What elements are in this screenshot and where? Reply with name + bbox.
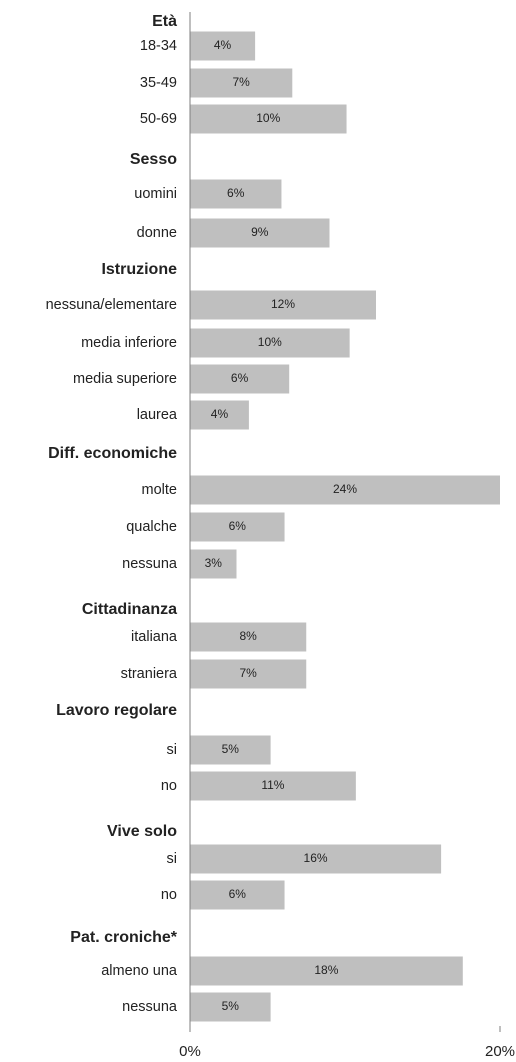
category-label: no bbox=[161, 778, 177, 794]
bar bbox=[190, 400, 249, 430]
category-label: straniera bbox=[121, 666, 178, 682]
category-label: no bbox=[161, 887, 177, 903]
tick-label: 0% bbox=[179, 1043, 201, 1060]
category-label: si bbox=[167, 851, 177, 867]
category-label: uomini bbox=[134, 186, 177, 202]
bar-value-label: 6% bbox=[229, 519, 247, 533]
bar bbox=[190, 364, 290, 394]
category-label: qualche bbox=[126, 519, 177, 535]
bar-value-label: 8% bbox=[239, 629, 257, 643]
bar-value-label: 7% bbox=[239, 666, 257, 680]
group-title: Cittadinanza bbox=[82, 601, 177, 618]
bar-value-label: 4% bbox=[214, 38, 232, 52]
bar-value-label: 24% bbox=[333, 482, 357, 496]
category-label: donne bbox=[137, 225, 177, 241]
category-label: si bbox=[167, 742, 177, 758]
bar bbox=[190, 771, 356, 801]
bar bbox=[190, 290, 376, 320]
bar-value-label: 5% bbox=[222, 742, 240, 756]
bar bbox=[190, 622, 307, 652]
group-title: Pat. croniche* bbox=[70, 929, 177, 946]
bar bbox=[190, 549, 237, 579]
bar bbox=[190, 844, 442, 874]
bar-value-label: 10% bbox=[258, 335, 282, 349]
tick-label: 20% bbox=[485, 1043, 515, 1060]
category-label: italiana bbox=[131, 629, 178, 645]
bar bbox=[190, 179, 282, 209]
category-label: almeno una bbox=[101, 963, 178, 979]
category-label: nessuna bbox=[122, 556, 178, 572]
bar-value-label: 10% bbox=[256, 111, 280, 125]
category-label: laurea bbox=[137, 407, 178, 423]
category-label: 50-69 bbox=[140, 111, 177, 127]
category-label: media superiore bbox=[73, 371, 177, 387]
bar-value-label: 12% bbox=[271, 297, 295, 311]
category-label: nessuna bbox=[122, 999, 178, 1015]
bar-value-label: 18% bbox=[314, 963, 338, 977]
category-label: molte bbox=[142, 482, 177, 498]
group-title: Sesso bbox=[130, 151, 177, 168]
group-title: Età bbox=[152, 13, 177, 30]
category-label: 18-34 bbox=[140, 38, 177, 54]
category-label: nessuna/elementare bbox=[46, 297, 177, 313]
bar-value-label: 6% bbox=[227, 186, 245, 200]
x-axis: 0% 20% bbox=[179, 12, 515, 1060]
bar-value-label: 11% bbox=[261, 778, 284, 792]
chart-rows: Età 18-34 4% 35-49 7% 50-69 10% Sesso uomini 6% do… bbox=[46, 13, 500, 1022]
bar bbox=[190, 328, 350, 358]
bar bbox=[190, 31, 256, 61]
bar-value-label: 3% bbox=[205, 556, 223, 570]
group-title: Istruzione bbox=[101, 261, 177, 278]
bar bbox=[190, 956, 463, 986]
bar-value-label: 4% bbox=[211, 407, 229, 421]
group-title: Lavoro regolare bbox=[56, 702, 177, 719]
category-label: media inferiore bbox=[81, 335, 177, 351]
bar-value-label: 6% bbox=[231, 371, 249, 385]
bar-value-label: 9% bbox=[251, 225, 269, 239]
bar-value-label: 16% bbox=[304, 851, 328, 865]
bar bbox=[190, 512, 285, 542]
bar-value-label: 6% bbox=[229, 887, 247, 901]
bar bbox=[190, 735, 271, 765]
category-label: 35-49 bbox=[140, 75, 177, 91]
bar bbox=[190, 218, 330, 248]
bar bbox=[190, 475, 500, 505]
bar-value-label: 7% bbox=[232, 75, 250, 89]
group-title: Vive solo bbox=[107, 823, 177, 840]
bar bbox=[190, 68, 293, 98]
bar bbox=[190, 659, 307, 689]
group-title: Diff. economiche bbox=[48, 445, 177, 462]
bar-value-label: 5% bbox=[222, 999, 240, 1013]
bar bbox=[190, 880, 285, 910]
bar bbox=[190, 992, 271, 1022]
bar bbox=[190, 104, 347, 134]
